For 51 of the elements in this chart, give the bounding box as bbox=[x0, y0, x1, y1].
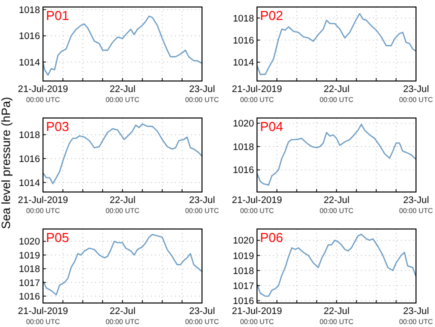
x-tick-label: 23-Jul 00:00 UTC bbox=[399, 195, 433, 215]
y-tick-label: 1018 bbox=[232, 142, 254, 153]
chart-title: P04 bbox=[260, 119, 284, 134]
line-series bbox=[256, 124, 417, 186]
x-tick-label: 22-Jul 00:00 UTC bbox=[106, 84, 140, 104]
chart-title: P03 bbox=[46, 119, 70, 134]
y-tick-label: 1016 bbox=[18, 154, 40, 165]
y-tick-label: 1020 bbox=[232, 236, 254, 247]
y-tick-label: 1020 bbox=[18, 236, 40, 248]
x-tick-label: 22-Jul 00:00 UTC bbox=[106, 195, 140, 215]
chart-title: P01 bbox=[46, 8, 70, 23]
x-tick-label: 22-Jul 00:00 UTC bbox=[320, 84, 354, 104]
y-tick-label: 1018 bbox=[18, 264, 40, 276]
line-series bbox=[42, 123, 203, 184]
x-tick-label: 21-Jul-2019 00:00 UTC bbox=[232, 306, 282, 326]
x-tick-label: 21-Jul-2019 00:00 UTC bbox=[18, 195, 68, 215]
y-tick-label: 1014 bbox=[18, 57, 40, 68]
x-tick-label: 21-Jul-2019 00:00 UTC bbox=[232, 84, 282, 104]
x-tick-label: 23-Jul 00:00 UTC bbox=[399, 84, 433, 104]
x-tick-label: 21-Jul-2019 00:00 UTC bbox=[18, 84, 68, 104]
x-tick-label: 22-Jul 00:00 UTC bbox=[320, 306, 354, 326]
x-tick-label: 23-Jul 00:00 UTC bbox=[185, 306, 219, 326]
y-tick-label: 1019 bbox=[18, 250, 40, 262]
chart-title: P02 bbox=[260, 8, 284, 23]
y-tick-label: 1018 bbox=[18, 4, 40, 16]
y-tick-label: 1019 bbox=[232, 250, 254, 262]
x-tick-label: 21-Jul-2019 00:00 UTC bbox=[232, 195, 282, 215]
x-tick-label: 23-Jul 00:00 UTC bbox=[185, 84, 219, 104]
y-tick-label: 1016 bbox=[232, 165, 254, 176]
y-tick-label: 1018 bbox=[232, 13, 254, 24]
x-tick-label: 22-Jul 00:00 UTC bbox=[320, 195, 354, 215]
line-series bbox=[256, 234, 417, 297]
y-tick-label: 1016 bbox=[18, 31, 40, 42]
y-tick-label: 1020 bbox=[232, 118, 254, 130]
x-tick-label: 22-Jul 00:00 UTC bbox=[106, 306, 140, 326]
y-tick-label: 1016 bbox=[232, 296, 254, 308]
x-tick-label: 23-Jul 00:00 UTC bbox=[399, 306, 433, 326]
y-tick-label: 1018 bbox=[18, 130, 40, 142]
y-tick-label: 1014 bbox=[18, 178, 40, 189]
y-tick-label: 1017 bbox=[18, 278, 40, 289]
y-tick-label: 1014 bbox=[232, 58, 254, 69]
y-tick-label: 1016 bbox=[18, 291, 40, 302]
line-series bbox=[42, 234, 203, 296]
y-tick-label: 1018 bbox=[232, 266, 254, 277]
chart-title: P06 bbox=[260, 230, 284, 245]
chart-title: P05 bbox=[46, 230, 70, 245]
y-tick-label: 1016 bbox=[232, 35, 254, 46]
x-tick-label: 23-Jul 00:00 UTC bbox=[185, 195, 219, 215]
y-axis-title: Sea level pressure (hPa) bbox=[0, 96, 13, 230]
y-tick-label: 1017 bbox=[232, 280, 254, 292]
x-tick-label: 21-Jul-2019 00:00 UTC bbox=[18, 306, 68, 326]
